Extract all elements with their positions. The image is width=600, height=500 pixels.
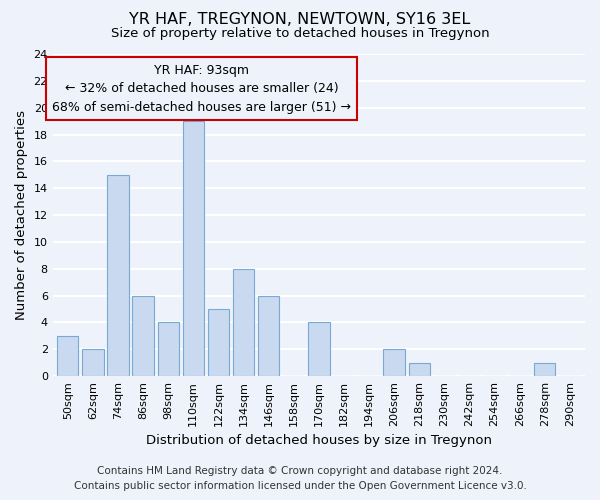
Bar: [158, 322, 179, 376]
Text: Contains HM Land Registry data © Crown copyright and database right 2024.
Contai: Contains HM Land Registry data © Crown c…: [74, 466, 526, 491]
Bar: [182, 121, 204, 376]
Bar: [82, 350, 104, 376]
Text: YR HAF: 93sqm
← 32% of detached houses are smaller (24)
68% of semi-detached hou: YR HAF: 93sqm ← 32% of detached houses a…: [52, 64, 351, 114]
X-axis label: Distribution of detached houses by size in Tregynon: Distribution of detached houses by size …: [146, 434, 492, 448]
Bar: [208, 309, 229, 376]
Bar: [258, 296, 279, 376]
Bar: [233, 269, 254, 376]
Y-axis label: Number of detached properties: Number of detached properties: [15, 110, 28, 320]
Bar: [409, 363, 430, 376]
Bar: [107, 175, 128, 376]
Bar: [383, 350, 405, 376]
Bar: [57, 336, 79, 376]
Bar: [133, 296, 154, 376]
Text: Size of property relative to detached houses in Tregynon: Size of property relative to detached ho…: [110, 28, 490, 40]
Text: YR HAF, TREGYNON, NEWTOWN, SY16 3EL: YR HAF, TREGYNON, NEWTOWN, SY16 3EL: [130, 12, 470, 28]
Bar: [534, 363, 556, 376]
Bar: [308, 322, 329, 376]
